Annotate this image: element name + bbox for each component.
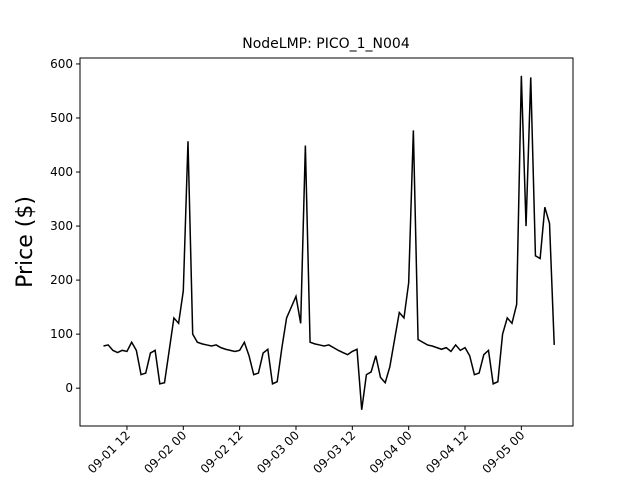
x-tick-label: 09-05 00 (479, 428, 527, 476)
y-tick-label: 300 (50, 219, 73, 233)
y-tick-label: 400 (50, 165, 73, 179)
x-tick-label: 09-01 12 (85, 428, 133, 476)
y-tick-label: 100 (50, 327, 73, 341)
y-tick-label: 0 (65, 381, 73, 395)
x-tick-label: 09-04 00 (367, 428, 415, 476)
x-tick-label: 09-02 00 (141, 428, 189, 476)
data-line (103, 75, 555, 410)
y-tick-label: 200 (50, 273, 73, 287)
chart-title: NodeLMP: PICO_1_N004 (242, 36, 410, 52)
x-tick-label: 09-03 12 (310, 428, 358, 476)
y-tick-label: 500 (50, 111, 73, 125)
y-axis-label: Price ($) (13, 196, 38, 288)
y-tick-label: 600 (50, 57, 73, 71)
x-tick-label: 09-03 00 (254, 428, 302, 476)
x-tick-label: 09-02 12 (198, 428, 246, 476)
x-tick-label: 09-04 12 (423, 428, 471, 476)
plot-frame (79, 57, 574, 427)
